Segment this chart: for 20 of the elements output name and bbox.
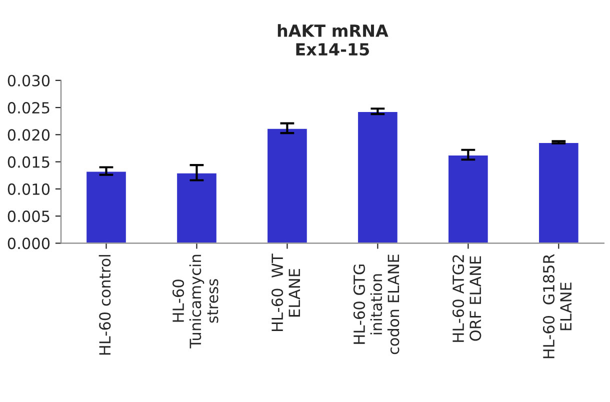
x-tick-label: HL-60 GTG initation codon ELANE	[353, 254, 400, 354]
bar	[266, 127, 308, 244]
chart-title: hAKT mRNA Ex14-15	[278, 24, 388, 56]
y-tick-label: 0.020	[8, 129, 50, 141]
y-tick-label: 0.005	[8, 210, 50, 222]
bar	[538, 142, 580, 244]
x-tick-label: HL-60 G185R ELANE	[542, 254, 572, 358]
y-tick-label: 0.000	[8, 238, 50, 250]
bar	[356, 110, 399, 244]
x-tick-label: HL-60 WT ELANE	[272, 254, 300, 331]
x-tick-label: HL-60 control	[98, 255, 111, 355]
y-tick-label: 0.025	[8, 102, 50, 114]
y-tick-label: 0.015	[8, 156, 50, 168]
bar	[176, 172, 218, 244]
y-tick-label: 0.010	[8, 183, 50, 195]
x-tick-label: HL-60 Tunicamycin stress	[172, 254, 218, 348]
x-tick-label: HL-60 ATG2 ORF ELANE	[452, 255, 482, 342]
bar	[85, 170, 128, 244]
y-tick-label: 0.030	[8, 74, 50, 86]
bar	[447, 154, 490, 244]
